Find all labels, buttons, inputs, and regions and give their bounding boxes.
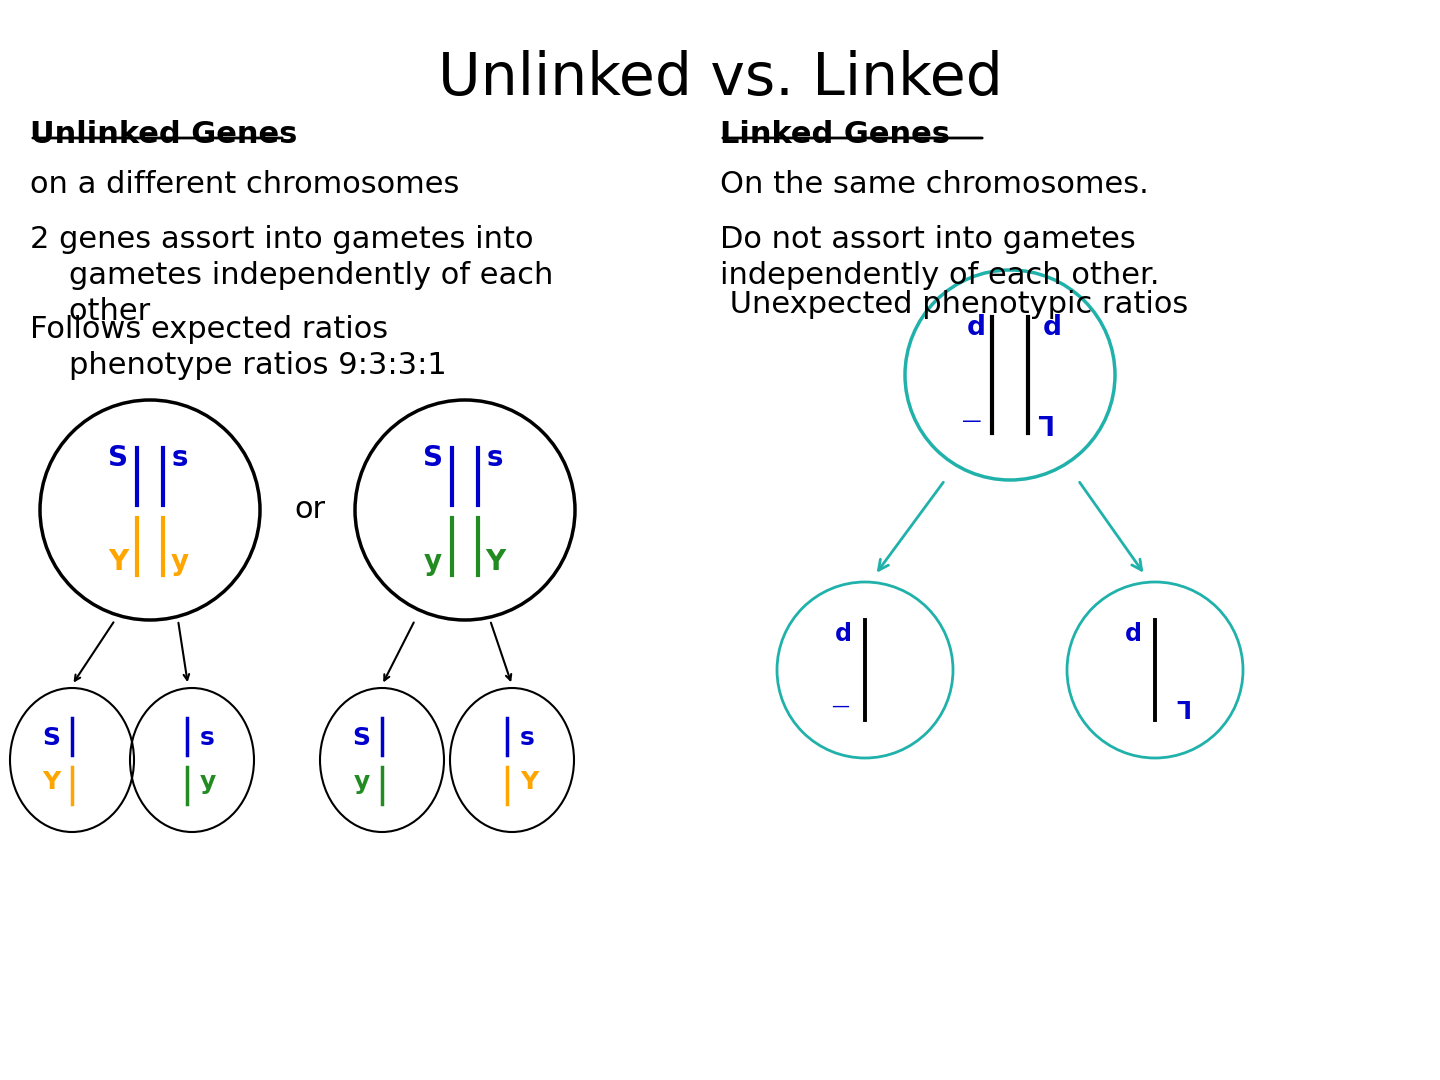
Text: Linked Genes: Linked Genes (720, 120, 950, 149)
Text: y: y (423, 548, 442, 576)
Text: s: s (487, 444, 503, 472)
Text: S: S (108, 444, 128, 472)
Text: s: s (200, 726, 215, 750)
Text: —: — (962, 411, 982, 431)
Text: p: p (1038, 312, 1057, 338)
Text: Y: Y (42, 770, 60, 794)
Text: s: s (520, 726, 534, 750)
Text: Y: Y (485, 548, 505, 576)
Text: p: p (831, 620, 848, 644)
Text: y: y (171, 548, 189, 576)
Text: or: or (294, 496, 325, 525)
Text: p: p (1122, 620, 1139, 644)
Text: Y: Y (108, 548, 128, 576)
Text: Unlinked Genes: Unlinked Genes (30, 120, 298, 149)
Text: Y: Y (520, 770, 539, 794)
Text: s: s (171, 444, 189, 472)
Text: S: S (42, 726, 60, 750)
Text: on a different chromosomes: on a different chromosomes (30, 170, 459, 199)
Text: Unexpected phenotypic ratios: Unexpected phenotypic ratios (720, 291, 1188, 319)
Text: p: p (962, 312, 982, 338)
Text: Do not assort into gametes
independently of each other.: Do not assort into gametes independently… (720, 225, 1159, 289)
Text: —: — (831, 697, 850, 715)
Text: S: S (423, 444, 444, 472)
Text: Unlinked vs. Linked: Unlinked vs. Linked (438, 50, 1002, 107)
Text: L: L (1034, 408, 1050, 434)
Text: S: S (351, 726, 370, 750)
Text: 2 genes assort into gametes into
    gametes independently of each
    other: 2 genes assort into gametes into gametes… (30, 225, 553, 326)
Text: y: y (354, 770, 370, 794)
Text: L: L (1172, 694, 1188, 718)
Text: On the same chromosomes.: On the same chromosomes. (720, 170, 1149, 199)
Text: y: y (200, 770, 216, 794)
Text: Follows expected ratios
    phenotype ratios 9:3:3:1: Follows expected ratios phenotype ratios… (30, 315, 446, 380)
